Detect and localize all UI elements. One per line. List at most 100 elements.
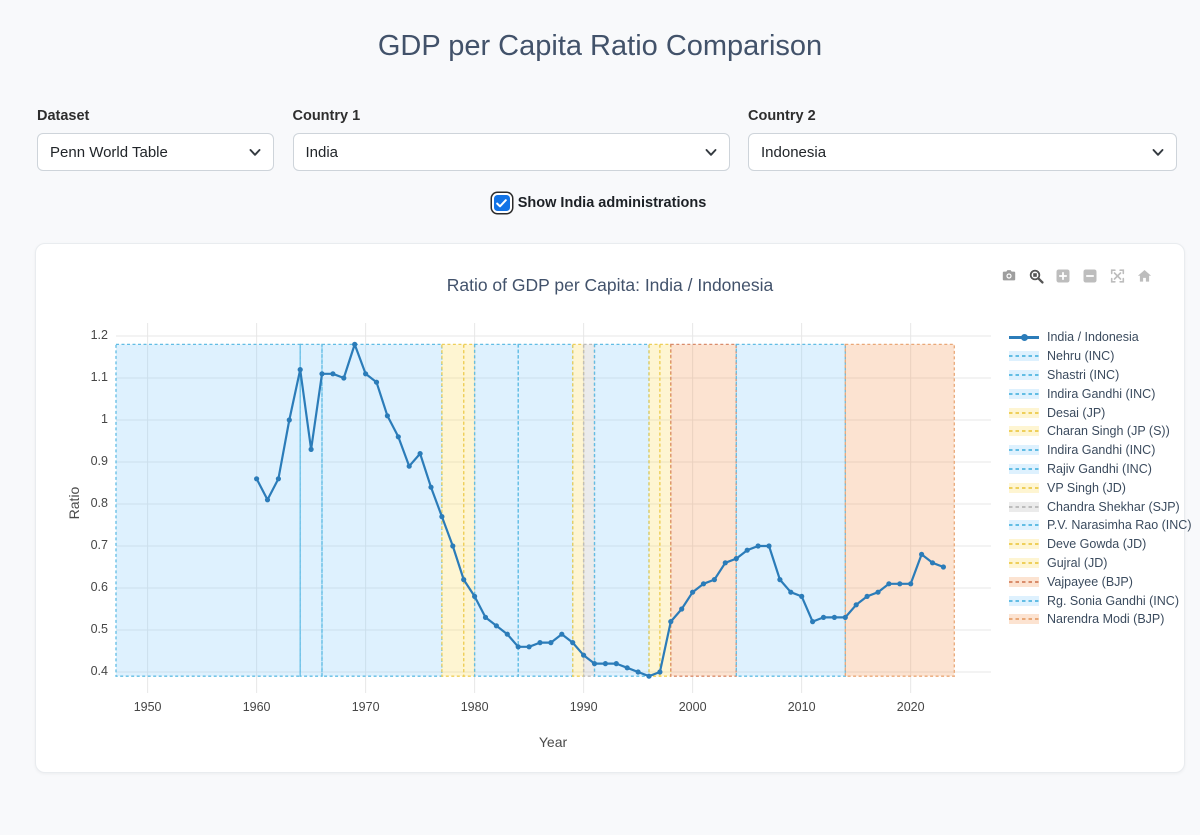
reset-axes-home-button[interactable] <box>1132 265 1156 287</box>
legend-label: Narendra Modi (BJP) <box>1047 612 1165 627</box>
admin-region <box>463 343 476 677</box>
series-line <box>254 341 947 679</box>
legend-swatch <box>1009 613 1039 625</box>
y-tick-label: 0.4 <box>90 664 108 678</box>
dataset-select[interactable]: Penn World Table <box>37 133 274 171</box>
zoom-tool-button[interactable] <box>1024 265 1048 287</box>
admin-region <box>572 343 585 677</box>
country1-label: Country 1 <box>292 108 361 124</box>
country2-label: Country 2 <box>748 108 816 124</box>
legend-swatch <box>1009 501 1039 513</box>
legend-swatch <box>1009 407 1039 419</box>
x-tick-label: 1990 <box>569 700 598 714</box>
chart-legend: India / Indonesia Nehru (INC) Shastri (INC… <box>1009 328 1192 629</box>
legend-label: Rg. Sonia Gandhi (INC) <box>1047 593 1180 608</box>
chevron-down-icon <box>1152 148 1164 156</box>
country2-control: Country 2 Indonesia <box>748 108 1177 171</box>
legend-swatch <box>1009 557 1039 569</box>
legend-item[interactable]: Indira Gandhi (INC) <box>1009 441 1186 460</box>
legend-item[interactable]: Desai (JP) <box>1009 403 1186 422</box>
legend-item[interactable]: VP Singh (JD) <box>1009 478 1186 497</box>
legend-item[interactable]: P.V. Narasimha Rao (INC) <box>1009 516 1192 535</box>
legend-item[interactable]: India / Indonesia <box>1009 328 1186 347</box>
legend-label: India / Indonesia <box>1047 330 1139 345</box>
plot-area[interactable] <box>115 323 991 693</box>
dataset-control: Dataset Penn World Table <box>37 108 274 171</box>
admin-region <box>321 343 443 677</box>
admin-region <box>473 343 519 677</box>
y-tick-label: 0.8 <box>90 496 108 510</box>
admin-region <box>844 343 955 677</box>
zoom-out-button[interactable] <box>1078 265 1102 287</box>
y-tick-label: 0.6 <box>90 580 108 594</box>
autoscale-button[interactable] <box>1105 265 1129 287</box>
legend-swatch <box>1009 350 1039 362</box>
y-tick-label: 1 <box>101 412 108 426</box>
admin-regions <box>115 343 955 677</box>
legend-swatch <box>1009 444 1039 456</box>
legend-label: Vajpayee (BJP) <box>1047 574 1133 589</box>
admin-region <box>582 343 596 677</box>
legend-swatch <box>1009 595 1039 607</box>
dataset-selected-value: Penn World Table <box>50 143 168 161</box>
legend-swatch <box>1009 331 1039 343</box>
legend-label: Charan Singh (JP (S)) <box>1047 424 1170 439</box>
legend-swatch <box>1009 482 1039 494</box>
legend-label: Indira Gandhi (INC) <box>1047 443 1156 458</box>
legend-item[interactable]: Chandra Shekhar (SJP) <box>1009 497 1186 516</box>
legend-item[interactable]: Narendra Modi (BJP) <box>1009 610 1186 629</box>
legend-item[interactable]: Deve Gowda (JD) <box>1009 535 1186 554</box>
legend-item[interactable]: Shastri (INC) <box>1009 366 1186 385</box>
legend-swatch <box>1009 388 1039 400</box>
show-administrations-checkbox[interactable] <box>493 195 510 211</box>
legend-swatch <box>1009 576 1039 588</box>
dataset-label: Dataset <box>37 108 90 124</box>
zoom-in-button[interactable] <box>1051 265 1075 287</box>
legend-item[interactable]: Nehru (INC) <box>1009 347 1186 366</box>
y-tick-label: 1.2 <box>90 328 108 343</box>
page-title: GDP per Capita Ratio Comparison <box>377 30 823 62</box>
legend-swatch <box>1009 519 1039 531</box>
legend-label: Nehru (INC) <box>1047 349 1115 364</box>
x-tick-label: 1970 <box>351 700 380 714</box>
snapshot-camera-button[interactable] <box>997 265 1021 287</box>
checkmark-icon <box>496 198 508 207</box>
page: { "page": { "title": "GDP per Capita Rat… <box>0 30 1200 835</box>
legend-swatch <box>1009 538 1039 550</box>
country2-select[interactable]: Indonesia <box>748 133 1177 171</box>
legend-swatch <box>1009 463 1039 475</box>
x-tick-label: 1950 <box>133 700 162 714</box>
chevron-down-icon <box>705 148 716 156</box>
admin-region <box>115 343 301 677</box>
country1-selected-value: India <box>305 143 339 161</box>
controls-row: Dataset Penn World Table Country 1 India… <box>37 108 1177 171</box>
chevron-down-icon <box>249 148 261 156</box>
legend-item[interactable]: Charan Singh (JP (S)) <box>1009 422 1186 441</box>
x-tick-label: 2010 <box>787 700 816 714</box>
legend-label: Desai (JP) <box>1047 405 1106 420</box>
country2-selected-value: Indonesia <box>761 143 827 161</box>
country1-select[interactable]: India <box>292 133 730 171</box>
show-administrations-label[interactable]: Show India administrations <box>517 195 707 211</box>
legend-label: Gujral (JD) <box>1047 555 1108 570</box>
legend-label: VP Singh (JD) <box>1047 480 1126 495</box>
x-tick-label: 1980 <box>460 700 489 714</box>
legend-item[interactable]: Indira Gandhi (INC) <box>1009 384 1186 403</box>
plotly-modebar <box>997 265 1156 287</box>
admin-region <box>593 343 650 677</box>
legend-item[interactable]: Rajiv Gandhi (INC) <box>1009 460 1186 479</box>
legend-label: Chandra Shekhar (SJP) <box>1047 499 1180 514</box>
chart-title: Ratio of GDP per Capita: India / Indones… <box>446 275 774 295</box>
x-tick-label: 2000 <box>678 700 707 714</box>
y-tick-label: 0.9 <box>90 454 108 468</box>
legend-item[interactable]: Vajpayee (BJP) <box>1009 572 1186 591</box>
legend-swatch <box>1009 369 1039 381</box>
y-tick-label: 0.7 <box>90 538 108 552</box>
legend-item[interactable]: Rg. Sonia Gandhi (INC) <box>1009 591 1186 610</box>
legend-label: Deve Gowda (JD) <box>1047 537 1147 552</box>
legend-label: Rajiv Gandhi (INC) <box>1047 461 1152 476</box>
x-tick-label: 1960 <box>242 700 271 714</box>
legend-item[interactable]: Gujral (JD) <box>1009 554 1186 573</box>
admin-region <box>648 343 661 677</box>
y-tick-label: 0.5 <box>90 622 108 636</box>
